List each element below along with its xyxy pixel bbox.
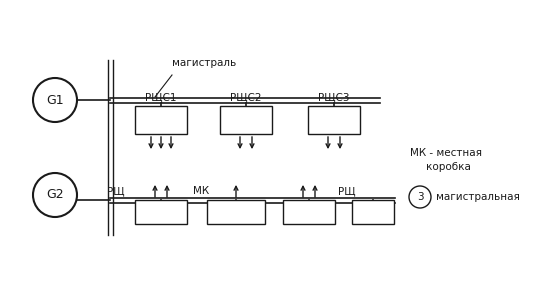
Text: коробка: коробка xyxy=(426,162,471,172)
Bar xyxy=(135,200,187,224)
Text: РЩС1: РЩС1 xyxy=(145,92,177,102)
Text: РЩС3: РЩС3 xyxy=(318,92,350,102)
Text: магистраль: магистраль xyxy=(172,58,237,68)
Text: РЩ: РЩ xyxy=(107,186,125,196)
Bar xyxy=(308,106,360,134)
Bar xyxy=(135,106,187,134)
Text: магистральная: магистральная xyxy=(436,192,520,202)
Bar xyxy=(352,200,394,224)
Text: 3: 3 xyxy=(417,192,423,202)
Bar xyxy=(220,106,272,134)
Text: МК - местная: МК - местная xyxy=(410,148,482,158)
Text: РЩ: РЩ xyxy=(338,186,355,196)
Text: G2: G2 xyxy=(46,188,64,201)
Text: G1: G1 xyxy=(46,93,64,106)
Text: МК: МК xyxy=(193,186,209,196)
Bar xyxy=(207,200,265,224)
Text: РЩС2: РЩС2 xyxy=(230,92,262,102)
Bar xyxy=(283,200,335,224)
